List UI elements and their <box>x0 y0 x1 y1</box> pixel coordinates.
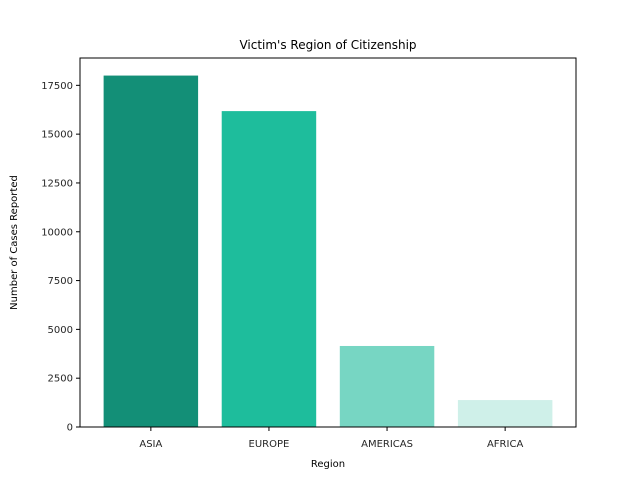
y-tick-label: 0 <box>67 423 73 434</box>
y-tick-label: 10000 <box>41 227 73 238</box>
y-axis-label: Number of Cases Reported <box>9 175 20 310</box>
y-tick-label: 17500 <box>41 81 73 92</box>
bar-europe <box>221 111 317 427</box>
plot-frame <box>79 57 577 428</box>
y-tick-label: 7500 <box>48 276 73 287</box>
y-tick-label: 12500 <box>41 178 73 189</box>
bars-group <box>103 75 553 428</box>
y-tick-label: 5000 <box>48 325 73 336</box>
x-tick-label: AMERICAS <box>361 439 413 450</box>
bar-africa <box>457 400 553 427</box>
y-tick-label: 2500 <box>48 374 73 385</box>
chart-title: Victim's Region of Citizenship <box>239 38 416 52</box>
bar-asia <box>103 75 199 428</box>
y-axis-ticks: 0 2500 5000 7500 10000 12500 15000 17500 <box>41 81 80 434</box>
x-tick-label: AFRICA <box>487 439 523 450</box>
x-tick-label: EUROPE <box>249 439 290 450</box>
y-tick-label: 15000 <box>41 130 73 141</box>
x-axis-ticks: ASIA EUROPE AMERICAS AFRICA <box>139 427 523 450</box>
x-axis-label: Region <box>311 459 345 470</box>
bar-americas <box>339 345 435 427</box>
x-tick-label: ASIA <box>139 439 162 450</box>
